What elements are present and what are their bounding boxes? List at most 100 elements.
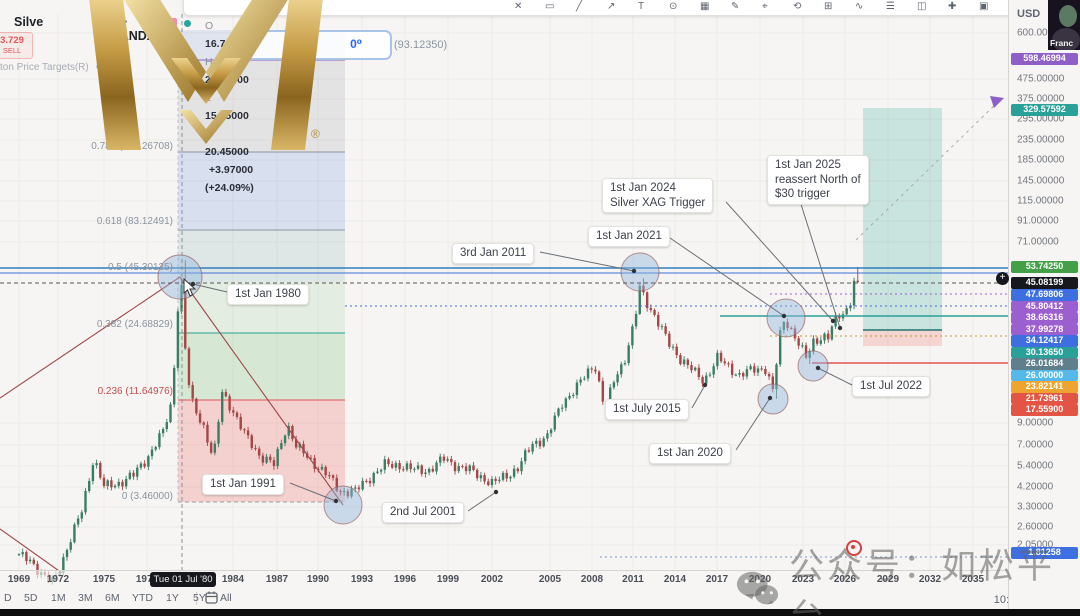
svg-text:®: ® — [311, 127, 320, 141]
drawing-toolbar[interactable]: ✕▭╱↗T⊙▦✎⌖⟲⊞∿☰◫✚▣⋯ — [183, 0, 1047, 16]
price-tick: 7.00000 — [1017, 439, 1054, 451]
buy-price: 0⁰ — [350, 37, 362, 51]
trend-line[interactable] — [0, 528, 63, 574]
annotation-label[interactable]: 1st July 2015 — [605, 399, 689, 420]
price-tick: 295.00000 — [1017, 113, 1065, 125]
price-badge: 26.00000 — [1011, 369, 1078, 381]
go-to-date-calendar-icon[interactable] — [205, 591, 219, 605]
price-tick: 91.00000 — [1017, 215, 1059, 227]
annotation-label[interactable]: 1st Jan 2021 — [588, 226, 670, 247]
close-value: 20.45000 — [205, 146, 249, 158]
annotation-label[interactable]: 3rd Jan 2011 — [452, 243, 535, 264]
divider — [196, 592, 197, 605]
price-badge: 45.80412 — [1011, 300, 1078, 312]
indicator-name: ton Price Targets(R) — [0, 62, 89, 73]
fib-band — [178, 333, 345, 400]
annotation-label[interactable]: 1st Jan 2020 — [649, 443, 731, 464]
drawing-tool-icon[interactable]: ∿ — [855, 1, 864, 12]
drawing-tool-icon[interactable]: ▭ — [545, 1, 555, 12]
time-tick: 1975 — [92, 574, 116, 585]
annotation-label[interactable]: 1st Jan 1991 — [202, 474, 284, 495]
trend-line[interactable] — [179, 276, 344, 506]
event-highlight-circle[interactable] — [797, 350, 829, 382]
drawing-tool-icon[interactable]: ▣ — [979, 1, 989, 12]
price-badge: 37.99278 — [1011, 323, 1078, 335]
time-tick: 2008 — [580, 574, 604, 585]
fib-extension-value: (93.12350) — [394, 39, 448, 51]
price-badge: 21.73961 — [1011, 392, 1078, 404]
time-tick: 1978 — [135, 574, 159, 585]
price-badge: 1.81258 — [1011, 547, 1078, 559]
mouse-cursor-icon — [183, 277, 197, 297]
annotation-label[interactable]: 1st Jul 2022 — [852, 376, 931, 397]
price-tick: 2.05000 — [1017, 539, 1054, 551]
range-button-5y[interactable]: 5Y — [193, 592, 206, 604]
price-badge-current: 45.08199 — [1011, 277, 1078, 289]
range-button-d[interactable]: D — [4, 592, 12, 604]
drawing-tool-icon[interactable]: ⌖ — [762, 1, 768, 12]
wechat-icon — [736, 571, 779, 605]
price-tick: 375.00000 — [1017, 93, 1065, 105]
market-status-dot-icon — [184, 20, 191, 27]
price-tick: 3.30000 — [1017, 501, 1054, 513]
drawing-tool-icon[interactable]: ☰ — [886, 1, 895, 12]
drawing-tool-icon[interactable]: ⟲ — [793, 1, 802, 12]
symbol-title-left[interactable]: Silve — [14, 15, 44, 29]
time-tick: 1990 — [306, 574, 330, 585]
add-alert-plus-icon[interactable]: + — [996, 271, 1009, 285]
annotation-label[interactable]: 1st Jan 2024 Silver XAG Trigger — [602, 178, 714, 213]
range-button-ytd[interactable]: YTD — [132, 592, 153, 604]
range-button-1m[interactable]: 1M — [51, 592, 66, 604]
range-button-1y[interactable]: 1Y — [166, 592, 179, 604]
price-badge: 47.69806 — [1011, 289, 1078, 301]
trend-line[interactable] — [0, 276, 181, 399]
drawing-tool-icon[interactable]: ⊞ — [824, 1, 833, 12]
drawing-tool-icon[interactable]: ⊙ — [669, 1, 678, 12]
crosshair-date-tooltip: Tue 01 Jul '80 — [150, 572, 216, 587]
drawing-tool-icon[interactable]: ✕ — [514, 1, 523, 12]
drawing-tool-icon[interactable]: ▦ — [700, 1, 710, 12]
drawing-tool-icon[interactable]: ↗ — [607, 1, 616, 12]
event-highlight-circle[interactable] — [620, 252, 660, 292]
price-tick: 235.00000 — [1017, 134, 1065, 146]
webcam-overlay: Franc — [1048, 0, 1080, 50]
fib-level-label: 0.618 (83.12491) — [96, 216, 173, 227]
time-tick: 2023 — [791, 574, 815, 585]
annotation-label[interactable]: 2nd Jul 2001 — [382, 502, 464, 523]
webcam-caption: Franc — [1050, 38, 1074, 48]
sell-price: 3.729 — [0, 35, 24, 46]
time-tick: 2014 — [663, 574, 687, 585]
drawing-tool-icon[interactable]: ✎ — [731, 1, 740, 12]
drawing-tool-icon[interactable]: ◫ — [917, 1, 927, 12]
annotation-label[interactable]: 1st Jan 2025 reassert North of $30 trigger — [767, 155, 869, 205]
range-button-6m[interactable]: 6M — [105, 592, 120, 604]
candlestick-series — [17, 260, 859, 585]
fib-level-label: 0.5 (45.30125) — [107, 262, 173, 273]
range-button-3m[interactable]: 3M — [78, 592, 93, 604]
price-tick: 475.00000 — [1017, 73, 1065, 85]
drawing-tool-icon[interactable]: T — [638, 1, 645, 12]
target-box-profit[interactable] — [863, 108, 942, 330]
price-scale[interactable]: USD + 600.00000 475.00000 375.00000 295.000… — [996, 0, 1080, 610]
range-button-5d[interactable]: 5D — [24, 592, 38, 604]
price-badge: 598.46994 — [1011, 53, 1078, 65]
event-highlight-circle[interactable] — [766, 298, 806, 338]
time-tick: 1969 — [7, 574, 31, 585]
target-box-risk[interactable] — [863, 330, 942, 346]
price-badge: 23.82141 — [1011, 381, 1078, 393]
time-tick: 2005 — [538, 574, 562, 585]
price-tick: 4.20000 — [1017, 481, 1054, 493]
annotation-label[interactable]: 1st Jan 1980 — [227, 284, 309, 305]
drawing-tool-icon[interactable]: ✚ — [948, 1, 957, 12]
event-highlight-circle[interactable] — [323, 485, 363, 525]
time-tick: 1996 — [393, 574, 417, 585]
range-button-all[interactable]: All — [220, 592, 232, 604]
time-tick: 1987 — [265, 574, 289, 585]
time-tick: 1984 — [221, 574, 245, 585]
sell-button[interactable]: 3.729 SELL — [0, 32, 33, 59]
drawing-tool-icon[interactable]: ╱ — [576, 1, 583, 12]
fib-level-label: 0.382 (24.68829) — [96, 319, 173, 330]
currency-label: USD — [1017, 8, 1041, 20]
price-tick: 2.60000 — [1017, 521, 1054, 533]
event-highlight-circle[interactable] — [757, 383, 789, 415]
